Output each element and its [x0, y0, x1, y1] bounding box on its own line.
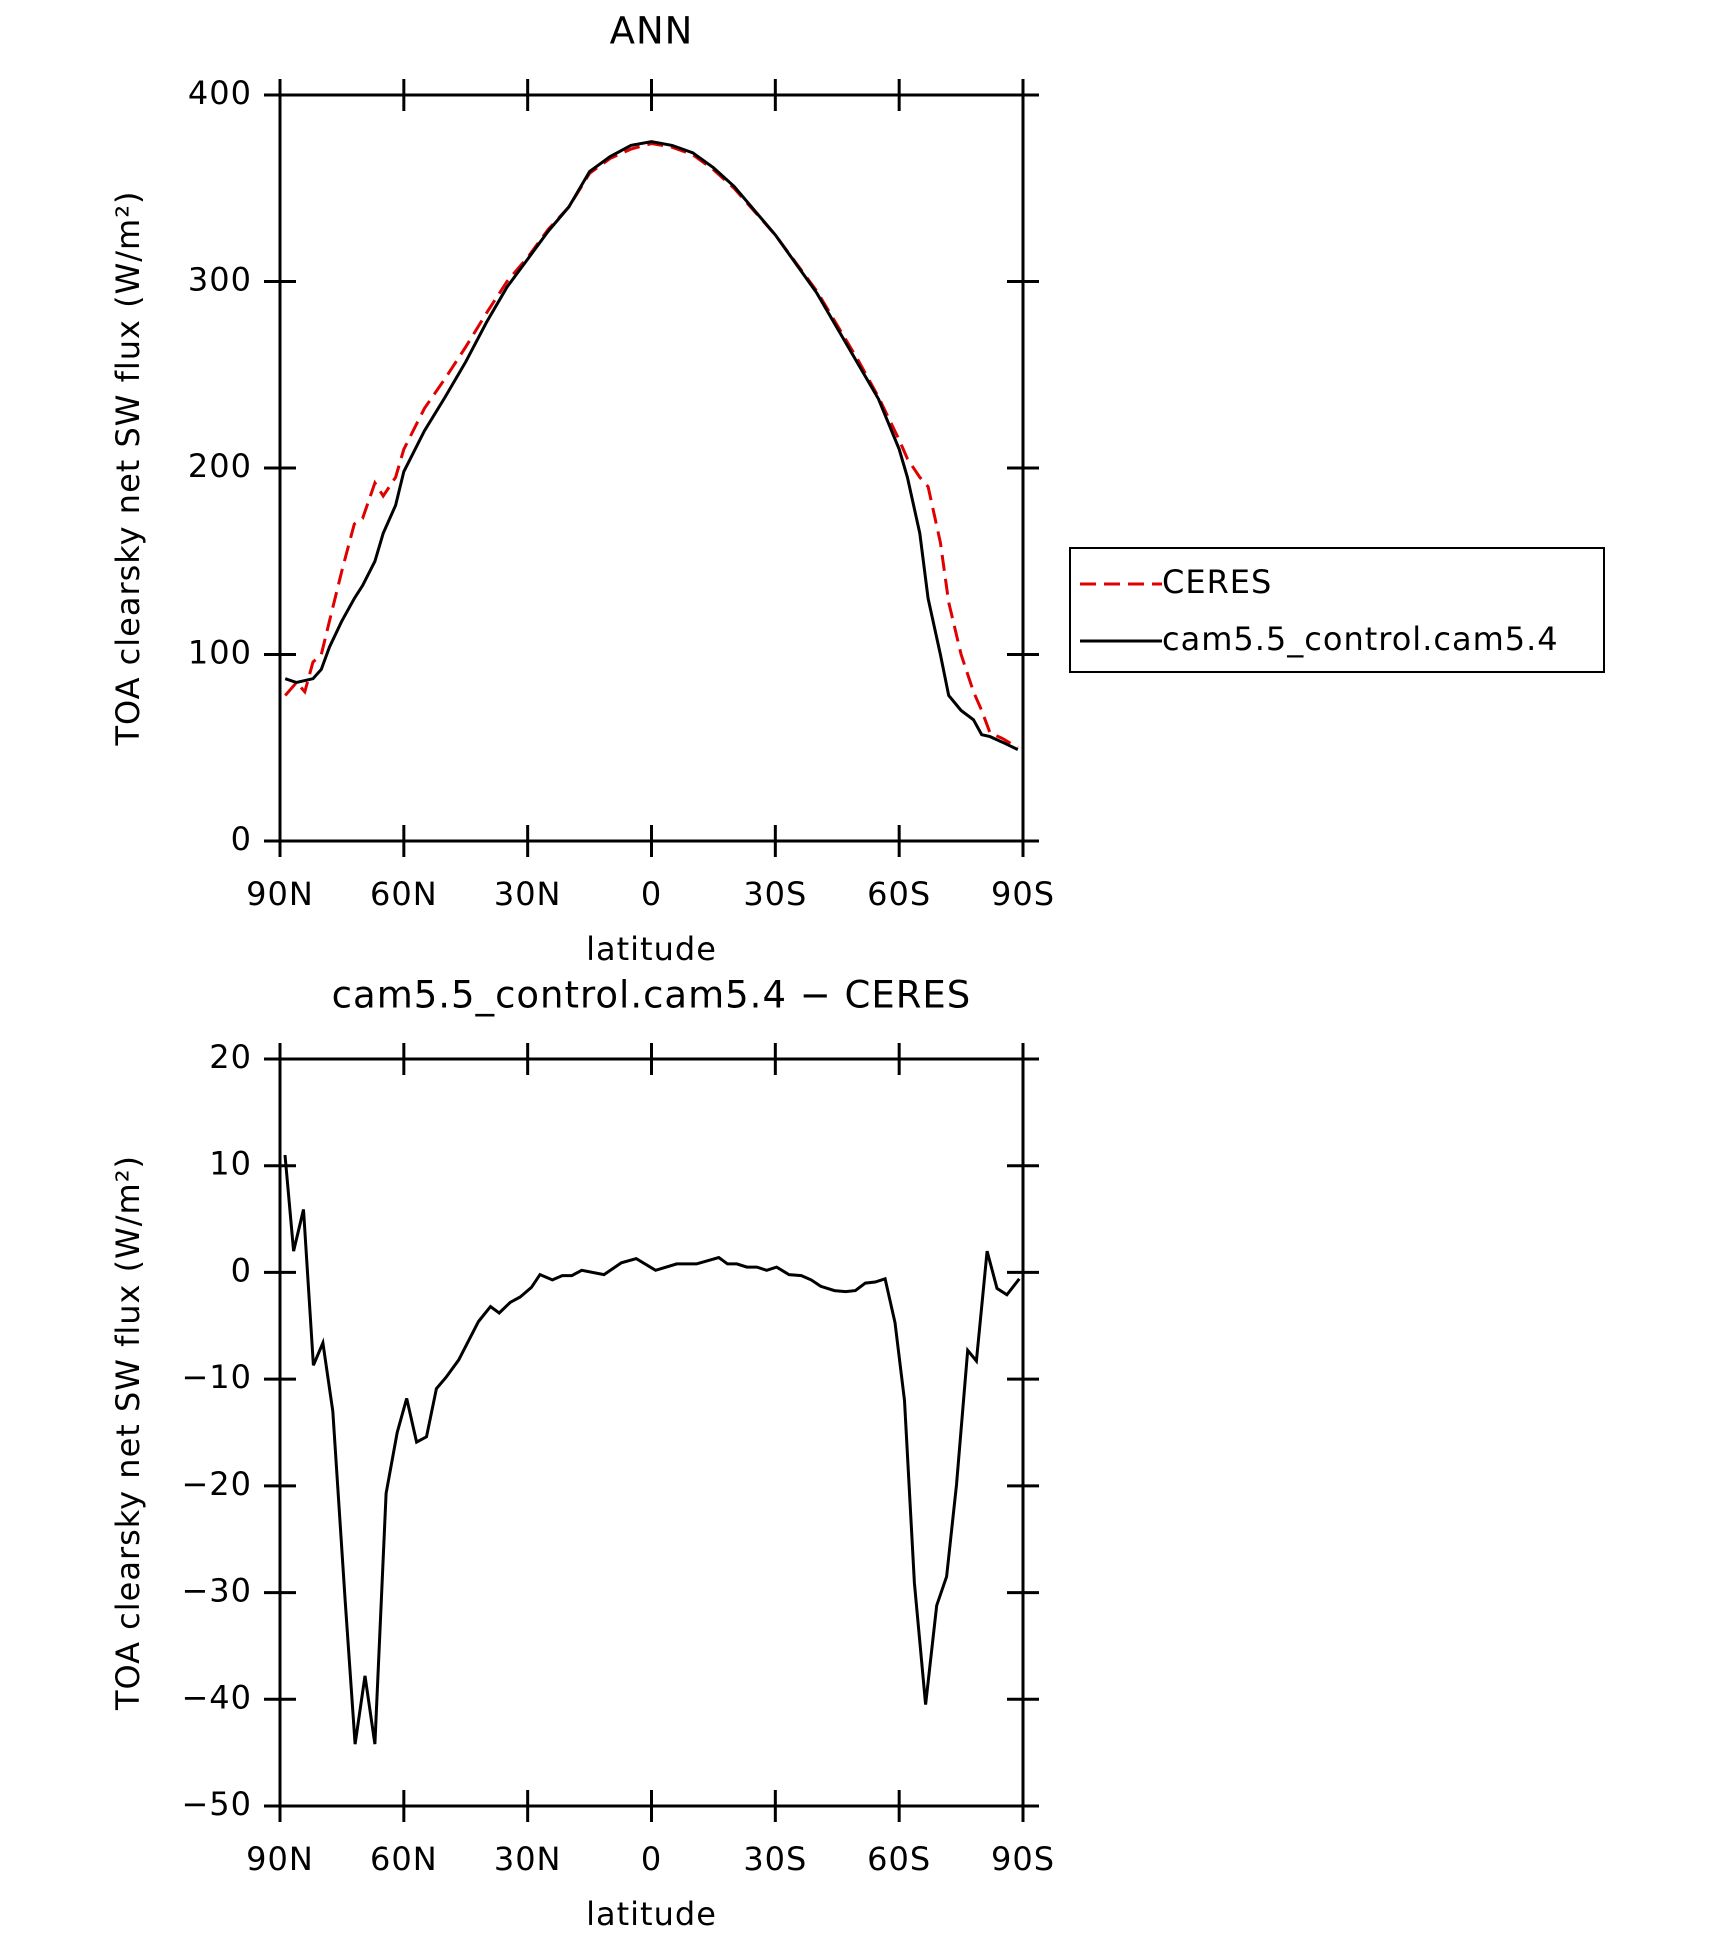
x-tick-label: 0	[641, 1840, 662, 1878]
y-tick-label: 10	[209, 1145, 252, 1183]
y-tick-label: −20	[181, 1465, 252, 1503]
y-tick-label: −40	[181, 1678, 252, 1716]
x-tick-label: 30S	[743, 1840, 807, 1878]
plot-frame	[278, 1057, 1025, 1808]
data-line	[284, 141, 1019, 750]
chart-title: ANN	[610, 10, 694, 53]
x-tick-label: 60S	[867, 875, 931, 913]
data-line	[283, 1154, 1021, 1745]
x-tick-label: 90N	[246, 1840, 314, 1878]
y-axis-label: TOA clearsky net SW flux (W/m²)	[109, 1155, 147, 1711]
y-tick-label: −30	[181, 1572, 252, 1610]
y-tick-label: 300	[188, 261, 252, 299]
y-tick-label: 0	[231, 820, 252, 858]
plot-frame	[278, 93, 1025, 843]
x-axis-label: latitude	[586, 930, 717, 968]
y-tick-label: 20	[209, 1038, 252, 1076]
x-tick-label: 30N	[494, 875, 562, 913]
legend-label: cam5.5_control.cam5.4	[1162, 620, 1559, 658]
legend-label: CERES	[1162, 563, 1272, 601]
chart-title: cam5.5_control.cam5.4 − CERES	[332, 974, 972, 1017]
x-tick-label: 60S	[867, 1840, 931, 1878]
data-line	[284, 140, 1019, 751]
y-axis-label: TOA clearsky net SW flux (W/m²)	[109, 190, 147, 746]
y-tick-label: −50	[181, 1785, 252, 1823]
y-tick-label: −10	[181, 1358, 252, 1396]
x-tick-label: 30S	[743, 875, 807, 913]
x-axis-label: latitude	[586, 1895, 717, 1933]
y-tick-label: 0	[231, 1251, 252, 1289]
x-tick-label: 90N	[246, 875, 314, 913]
x-tick-label: 60N	[370, 1840, 438, 1878]
x-tick-label: 90S	[991, 875, 1055, 913]
y-tick-label: 200	[188, 447, 252, 485]
x-tick-label: 60N	[370, 875, 438, 913]
y-tick-label: 100	[188, 634, 252, 672]
x-tick-label: 0	[641, 875, 662, 913]
x-tick-label: 90S	[991, 1840, 1055, 1878]
legend-box	[1069, 547, 1605, 673]
y-tick-label: 400	[188, 74, 252, 112]
x-tick-label: 30N	[494, 1840, 562, 1878]
